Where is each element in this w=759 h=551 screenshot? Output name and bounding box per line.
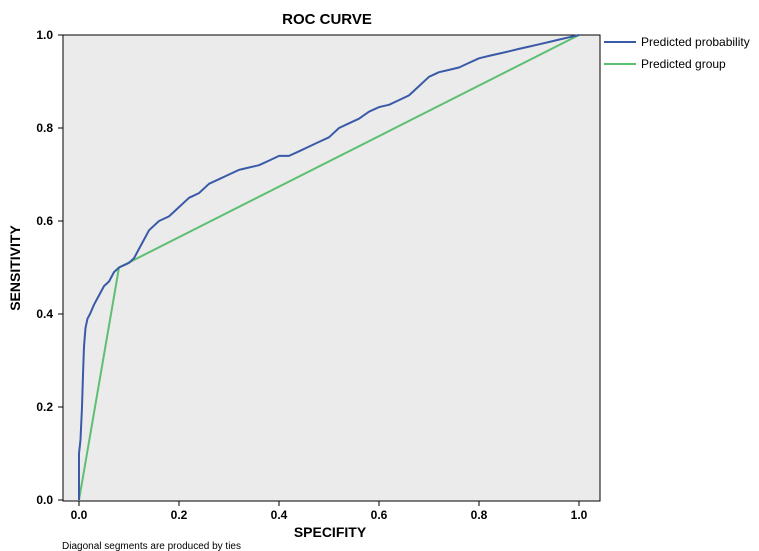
x-tick-label: 0.4 <box>271 508 288 522</box>
x-tick-label: 0.2 <box>171 508 188 522</box>
x-tick-label: 0.8 <box>471 508 488 522</box>
x-axis-title: SPECIFITY <box>294 524 367 540</box>
chart-title: ROC CURVE <box>282 11 372 28</box>
y-tick-label: 0.6 <box>36 214 53 228</box>
legend-label: Predicted probability <box>641 35 750 49</box>
y-tick-label: 0.0 <box>36 493 53 507</box>
x-tick-label: 1.0 <box>571 508 588 522</box>
legend-label: Predicted group <box>641 57 726 71</box>
plot-area <box>63 35 600 501</box>
y-axis-title: SENSITIVITY <box>7 225 23 311</box>
y-tick-label: 0.4 <box>36 307 53 321</box>
y-tick-label: 0.8 <box>36 121 53 135</box>
x-tick-label: 0.6 <box>371 508 388 522</box>
y-tick-label: 1.0 <box>36 28 53 42</box>
y-tick-label: 0.2 <box>36 400 53 414</box>
footnote: Diagonal segments are produced by ties <box>62 541 241 551</box>
legend: Predicted probability Predicted group <box>604 35 750 71</box>
x-tick-label: 0.0 <box>71 508 88 522</box>
